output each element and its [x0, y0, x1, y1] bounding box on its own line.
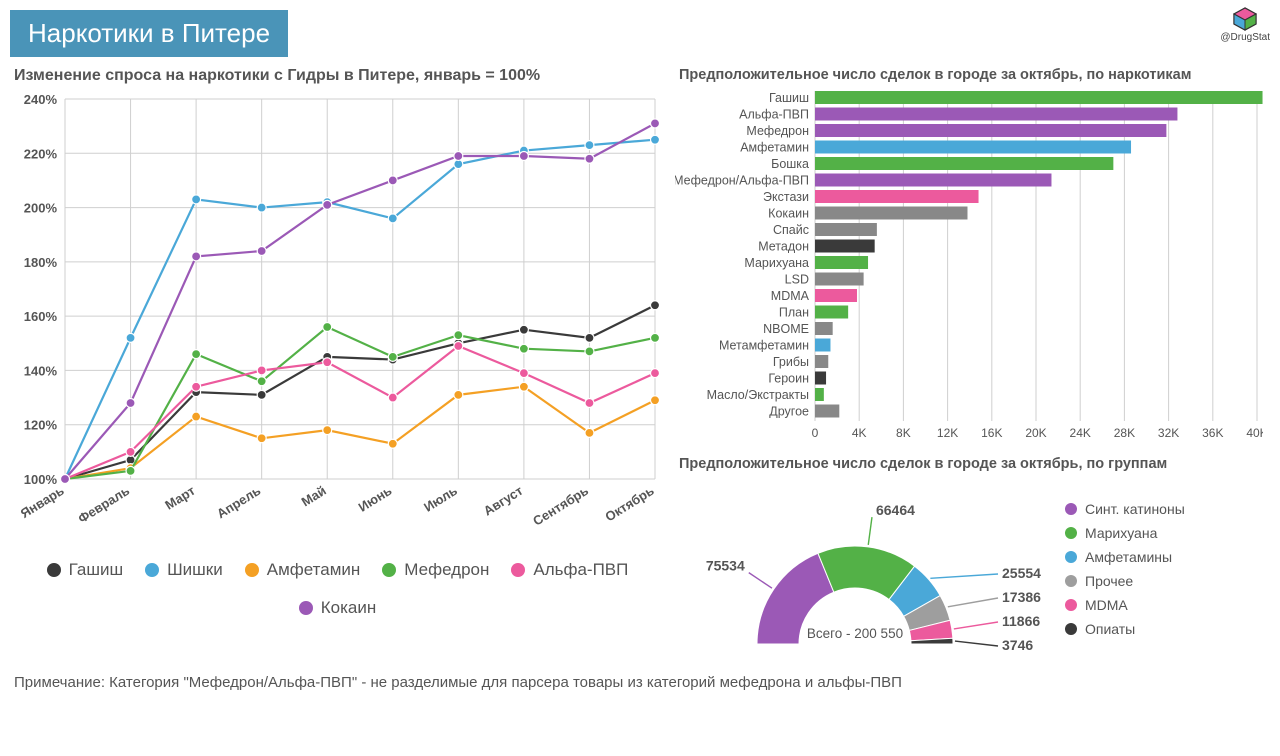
- line-chart-title: Изменение спроса на наркотики с Гидры в …: [14, 67, 665, 85]
- svg-text:Сентябрь: Сентябрь: [530, 483, 591, 529]
- svg-text:Спайс: Спайс: [773, 223, 809, 237]
- page-title: Наркотики в Питере: [10, 10, 288, 57]
- svg-text:Июнь: Июнь: [356, 483, 395, 515]
- svg-text:8K: 8K: [896, 426, 911, 440]
- legend-item: MDMA: [1065, 597, 1185, 613]
- svg-text:Мефедрон/Альфа-ПВП: Мефедрон/Альфа-ПВП: [675, 174, 809, 188]
- svg-text:LSD: LSD: [785, 273, 809, 287]
- svg-text:0: 0: [812, 426, 819, 440]
- svg-text:Апрель: Апрель: [214, 483, 263, 522]
- svg-text:Мефедрон: Мефедрон: [746, 124, 809, 138]
- svg-text:Метадон: Метадон: [758, 240, 809, 254]
- svg-text:Марихуана: Марихуана: [744, 256, 809, 270]
- svg-text:140%: 140%: [24, 363, 58, 378]
- svg-text:Октябрь: Октябрь: [602, 483, 656, 525]
- svg-text:4K: 4K: [852, 426, 867, 440]
- logo: @DrugStat: [1220, 6, 1270, 43]
- logo-label: @DrugStat: [1220, 32, 1270, 43]
- svg-text:28K: 28K: [1114, 426, 1135, 440]
- cube-icon: [1230, 6, 1260, 32]
- svg-text:Февраль: Февраль: [75, 483, 132, 526]
- svg-text:MDMA: MDMA: [771, 289, 810, 303]
- svg-text:25554: 25554: [1002, 565, 1041, 581]
- svg-text:36K: 36K: [1202, 426, 1223, 440]
- bar-chart: 0 4K 8K 12K 16K 20K 24K 28K 32K 36K 40K Гашиш Альфа-…: [675, 85, 1263, 447]
- line-chart-legend: Гашиш Шишки Амфетамин Мефедрон Альфа-ПВП Кока…: [10, 554, 665, 624]
- svg-text:Амфетамин: Амфетамин: [740, 141, 809, 155]
- svg-text:75534: 75534: [706, 558, 745, 574]
- legend-item: Прочее: [1065, 573, 1185, 589]
- svg-text:Альфа-ПВП: Альфа-ПВП: [739, 108, 809, 122]
- svg-text:66464: 66464: [876, 502, 915, 518]
- donut-legend: Синт. катиноны Марихуана Амфетамины Прочее M…: [1065, 474, 1185, 664]
- legend-item: Синт. катиноны: [1065, 501, 1185, 517]
- svg-text:17386: 17386: [1002, 589, 1041, 605]
- svg-text:Масло/Экстракты: Масло/Экстракты: [707, 388, 809, 402]
- svg-text:160%: 160%: [24, 309, 58, 324]
- legend-item: Альфа-ПВП: [511, 560, 628, 580]
- svg-text:Метамфетамин: Метамфетамин: [719, 339, 809, 353]
- svg-text:Март: Март: [162, 483, 197, 513]
- svg-text:Экстази: Экстази: [763, 190, 809, 204]
- svg-text:Всего - 200 550: Всего - 200 550: [807, 626, 903, 641]
- svg-text:Январь: Январь: [18, 483, 67, 521]
- svg-text:Кокаин: Кокаин: [768, 207, 809, 221]
- svg-text:Грибы: Грибы: [773, 355, 809, 369]
- svg-text:11866: 11866: [1002, 613, 1040, 629]
- svg-text:Другое: Другое: [769, 405, 809, 419]
- legend-item: Гашиш: [47, 560, 123, 580]
- legend-item: Кокаин: [299, 598, 377, 618]
- svg-text:Август: Август: [481, 483, 526, 519]
- donut-chart-title: Предположительное число сделок в городе …: [679, 456, 1270, 472]
- legend-item: Мефедрон: [382, 560, 489, 580]
- svg-text:220%: 220%: [24, 146, 58, 161]
- legend-item: Амфетамин: [245, 560, 361, 580]
- svg-text:12K: 12K: [937, 426, 958, 440]
- svg-text:20K: 20K: [1025, 426, 1046, 440]
- svg-text:40K: 40K: [1246, 426, 1263, 440]
- svg-text:200%: 200%: [24, 201, 58, 216]
- svg-text:100%: 100%: [24, 472, 58, 487]
- svg-text:24K: 24K: [1070, 426, 1091, 440]
- footnote: Примечание: Категория "Мефедрон/Альфа-ПВ…: [0, 664, 1280, 691]
- svg-text:3746: 3746: [1002, 637, 1033, 653]
- svg-text:NBOME: NBOME: [763, 322, 809, 336]
- legend-item: Шишки: [145, 560, 223, 580]
- svg-text:16K: 16K: [981, 426, 1002, 440]
- legend-item: Опиаты: [1065, 621, 1185, 637]
- donut-chart: 75534 66464 25554 17386 11866 3746 Всего - 200…: [675, 474, 1055, 664]
- svg-text:Гашиш: Гашиш: [769, 91, 809, 105]
- svg-text:Героин: Героин: [768, 372, 809, 386]
- svg-text:Июль: Июль: [421, 483, 460, 515]
- svg-text:Май: Май: [299, 483, 329, 510]
- line-chart: 100% 120% 140% 160% 180% 200% 220% 240% ЯнварьФе…: [10, 89, 665, 549]
- svg-text:Бошка: Бошка: [771, 157, 809, 171]
- svg-text:План: План: [779, 306, 809, 320]
- svg-text:32K: 32K: [1158, 426, 1179, 440]
- svg-text:120%: 120%: [24, 418, 58, 433]
- svg-text:240%: 240%: [24, 92, 58, 107]
- legend-item: Марихуана: [1065, 525, 1185, 541]
- legend-item: Амфетамины: [1065, 549, 1185, 565]
- bar-chart-title: Предположительное число сделок в городе …: [679, 67, 1270, 83]
- svg-text:180%: 180%: [24, 255, 58, 270]
